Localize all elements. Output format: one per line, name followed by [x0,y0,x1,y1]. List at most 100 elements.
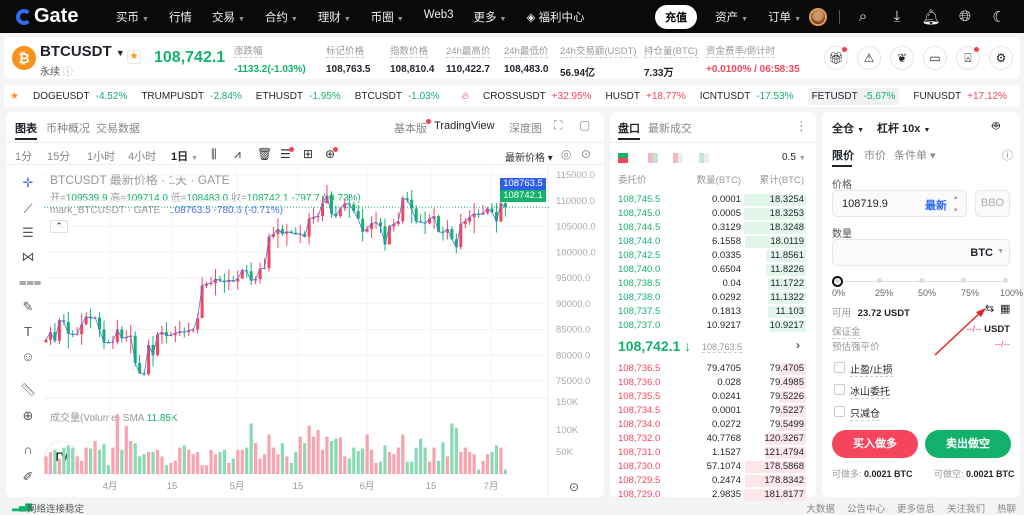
avatar[interactable] [809,7,827,26]
orderbook-row[interactable]: 108,732.0 40.7768 120.3267 [618,433,806,445]
precision-dropdown[interactable]: 0.5 ▼ [782,152,806,163]
view-both-icon[interactable] [618,153,628,163]
gift-icon[interactable]: 🎁︎ [824,46,848,70]
more-options-icon[interactable]: ⋮ [795,118,808,133]
slider-tick[interactable] [961,278,966,283]
ticker-item[interactable]: CROSSUSDT +32.95% [482,90,592,102]
zoom-in-icon[interactable]: ⊕ [22,408,34,423]
orderbook-row[interactable]: 108,735.5 0.0241 79.5226 [618,391,806,403]
nav-item[interactable]: 交易 ▼ [211,11,245,24]
gate-logo[interactable]: Gate [16,5,96,28]
assets-menu[interactable]: 资产 ▼ [715,11,749,24]
price-input[interactable]: 108719.9 最新 ▴ ▾ [832,190,967,217]
transfer-icon[interactable]: ⇆ [985,303,995,315]
tab-limit[interactable]: 限价 [832,150,854,162]
ticker-item[interactable]: FETUSDT -5.67% [807,87,900,105]
axis-settings-icon[interactable]: ⊙ [569,480,580,494]
footer-link[interactable]: 热聊 [996,504,1016,515]
orderbook-row[interactable]: 108,745.5 0.0001 18.3254 [618,194,806,206]
option-checkbox[interactable] [834,406,845,417]
interval-2[interactable]: 1小时 [87,151,116,163]
calculator-icon[interactable]: ▦ [1000,303,1011,315]
ticker-item[interactable]: ETHUSDT -1.95% [255,90,341,102]
orderbook-row[interactable]: 108,740.0 0.6504 11.8226 [618,264,806,276]
nav-item[interactable]: 合约 ▼ [264,11,298,24]
emoji-icon[interactable]: ☺ [21,349,35,364]
option-checkbox[interactable] [834,384,845,395]
info-icon[interactable]: ⓘ [1002,150,1013,162]
globe-icon[interactable]: 🌐︎ [958,8,971,25]
settings-icon[interactable]: ⚙ [989,46,1013,70]
ticker-item[interactable]: TRUMPUSDT -2.84% [141,90,242,102]
orderbook-row[interactable]: 108,729.0 2.9835 181.8177 [618,489,806,501]
symbol-selector[interactable]: BTCUSDT ▼ [40,43,125,60]
orderbook-row[interactable]: 108,734.0 0.0272 79.5499 [618,419,806,431]
fib-icon[interactable]: ⩶ [19,274,42,289]
chart-settings-icon[interactable]: ⊙ [581,147,592,161]
alarm-icon[interactable]: ⍓ [956,46,980,70]
lock-drawing-icon[interactable]: ✐ [22,469,34,484]
sell-short-button[interactable]: 卖出做空 [925,430,1011,458]
view-bids-icon[interactable] [673,153,683,163]
warning-icon[interactable]: ⚠ [857,46,881,70]
tab-conditional[interactable]: 条件单 ▾ [894,150,936,162]
interval-4[interactable]: 1日 ▼ [171,151,199,163]
ticker-item[interactable]: HUSDT +18.77% [605,90,686,102]
bell-icon[interactable]: 🔔︎ [921,8,941,26]
indicators-icon[interactable]: ⩘ [234,147,241,161]
interval-1[interactable]: 15分 [47,151,71,163]
search-icon[interactable]: ⌕ [858,8,868,25]
orderbook-row[interactable]: 108,744.5 0.3129 18.3248 [618,222,806,234]
footer-link[interactable]: 关注我们 [946,504,985,515]
latest-price-button[interactable]: 最新 [925,200,947,212]
ticker-item[interactable]: FUNUSDT +17.12% [913,90,1007,102]
window-icon[interactable]: ▢ [579,118,591,132]
margin-mode-dropdown[interactable]: 全仓 ▼ [832,123,864,135]
ticker-item[interactable]: ICNTUSDT -17.53% [699,90,794,102]
delete-icon[interactable]: 🗑︎ [257,147,273,161]
price-type-dropdown[interactable]: 最新价格 ▾ [505,153,553,164]
tab-coin-overview[interactable]: 币种概况 [46,123,90,135]
qty-unit-dropdown[interactable]: BTC [970,247,993,259]
camera-icon[interactable]: ◎ [561,147,572,161]
slider-tick[interactable] [919,278,924,283]
price-stepper[interactable]: ▴ ▾ [954,194,958,214]
ruler-icon[interactable]: 📏︎ [19,382,37,397]
slider-tick[interactable] [1003,278,1008,283]
interval-0[interactable]: 1分 [15,151,33,163]
option-checkbox[interactable] [834,362,845,373]
candle-type-icon[interactable]: ⫼ [211,147,217,161]
orderbook-row[interactable]: 108,731.0 1.1527 121.4794 [618,447,806,459]
orderbook-row[interactable]: 108,730.0 57.1074 178.5868 [618,461,806,473]
deposit-button[interactable]: 充值 [655,4,698,29]
orderbook-row[interactable]: 108,744.0 6.1558 18.0119 [618,236,806,248]
leaf-icon[interactable]: ❦ [890,46,914,70]
list-settings-icon[interactable]: ☰ [280,147,291,161]
nav-item[interactable]: 行情 [168,11,192,24]
orderbook-row[interactable]: 108,742.5 0.0335 11.8561 [618,250,806,262]
slider-tick[interactable] [877,278,882,283]
view-basic[interactable]: 基本版 [394,123,427,135]
fullscreen-icon[interactable]: ⛶ [554,118,563,132]
tab-latest-trades[interactable]: 最新成交 [648,123,692,135]
buy-long-button[interactable]: 买入做多 [832,430,918,458]
orderbook-row[interactable]: 108,736.0 0.028 79.4985 [618,377,806,389]
footer-link[interactable]: 公告中心 [846,504,885,515]
ticker-item[interactable]: DOGEUSDT -4.52% [32,90,128,102]
nav-item[interactable]: 理财 ▼ [317,11,351,24]
leverage-dropdown[interactable]: 杠杆 10x ▼ [877,123,931,135]
magnet-icon[interactable]: ∩ [23,442,33,457]
orders-menu[interactable]: 订单 ▼ [768,11,801,24]
ticker-item[interactable]: BTCUSDT -1.03% [354,90,440,102]
download-icon[interactable]: ⤓ [893,8,901,25]
orderbook-row[interactable]: 108,738.5 0.04 11.1722 [618,278,806,290]
footer-link[interactable]: 更多信息 [896,504,935,515]
view-tradingview[interactable]: TradingView [434,120,495,132]
orderbook-row[interactable]: 108,729.5 0.2474 178.8342 [618,475,806,487]
robot-icon[interactable]: 🤖︎ [992,118,1000,133]
add-indicator-icon[interactable]: ⊕ [325,147,336,161]
nav-item[interactable]: Web3 [423,8,454,21]
nav-welfare-center[interactable]: ◈ 福利中心 [526,11,585,24]
tab-orderbook[interactable]: 盘口 [618,123,640,135]
